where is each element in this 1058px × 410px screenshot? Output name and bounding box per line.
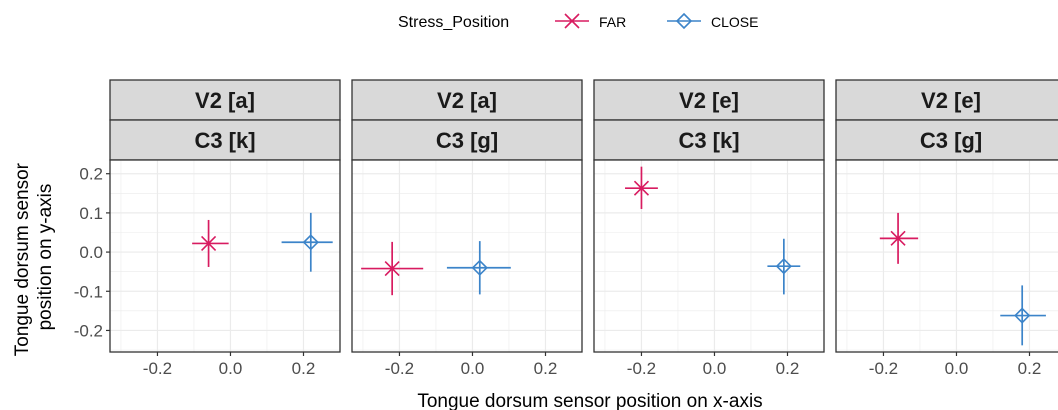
strip-top-box	[351, 79, 583, 121]
gridlines	[110, 160, 341, 352]
plot-background	[352, 160, 582, 352]
x-tick-label: -0.2	[627, 359, 656, 378]
y-tick-label: 0.1	[79, 204, 103, 223]
legend-label: CLOSE	[711, 14, 758, 30]
point-close	[281, 212, 333, 272]
strip-bottom-box	[835, 119, 1058, 161]
point-marker	[471, 259, 488, 276]
x-tick-label: -0.2	[869, 359, 898, 378]
y-tick-label: -0.2	[74, 321, 103, 340]
legend-key-marker	[675, 12, 693, 30]
panel-3: V2 [e] C3 [k] -0.2 0.0 0.2	[593, 79, 825, 378]
point-close	[446, 241, 511, 295]
panel-2: V2 [a] C3 [g] -0.2 0.0 0.2	[351, 79, 583, 378]
panel-border	[351, 159, 583, 353]
point-far	[879, 212, 919, 264]
point-marker	[302, 234, 319, 251]
plot-background	[110, 160, 340, 352]
legend-key-marker	[564, 13, 580, 29]
x-tick-label: 0.0	[219, 359, 243, 378]
strip-top-box	[835, 79, 1058, 121]
y-tick-label: -0.1	[74, 282, 103, 301]
point-far	[361, 241, 424, 296]
point-marker	[890, 230, 906, 246]
y-tick-label: 0.2	[79, 165, 103, 184]
x-tick-label: 0.2	[776, 359, 800, 378]
strip-bottom-label: C3 [g]	[436, 128, 498, 153]
panels: V2 [a] C3 [k] -0.2 0.0 0.2 V2 [a] C3 [g] -0.2 0.…	[109, 79, 1058, 378]
point-close	[767, 238, 801, 295]
x-tick-label: 0.2	[292, 359, 316, 378]
x-tick-label: -0.2	[385, 359, 414, 378]
legend-entry-close: CLOSE	[667, 12, 758, 30]
point-far	[192, 219, 229, 267]
panel-border	[593, 159, 825, 353]
plot-background	[594, 160, 824, 352]
panel-4: V2 [e] C3 [g] -0.2 0.0 0.2	[835, 79, 1058, 378]
gridlines	[352, 160, 583, 352]
y-axis-title-line-1: Tongue dorsum sensor	[12, 162, 33, 356]
panel-border	[109, 159, 341, 353]
y-tick-label: 0.0	[79, 243, 103, 262]
x-tick-label: 0.2	[1018, 359, 1042, 378]
y-axis-title-line-2: position on y-axis	[35, 184, 56, 331]
point-close	[1000, 285, 1046, 346]
x-tick-label: -0.2	[143, 359, 172, 378]
legend-title: Stress_Position	[398, 14, 509, 31]
panel-border	[835, 159, 1058, 353]
x-tick-label: 0.0	[461, 359, 485, 378]
plot-background	[836, 160, 1058, 352]
strip-top-box	[109, 79, 341, 121]
strip-bottom-label: C3 [k]	[194, 128, 255, 153]
panel-1: V2 [a] C3 [k] -0.2 0.0 0.2	[109, 79, 341, 378]
point-marker	[775, 258, 792, 275]
strip-top-label: V2 [e]	[921, 88, 981, 113]
point-marker	[1014, 307, 1031, 324]
x-axis-title: Tongue dorsum sensor position on x-axis	[417, 391, 762, 410]
x-tick-label: 0.0	[703, 359, 727, 378]
strip-top-label: V2 [a]	[195, 88, 255, 113]
point-marker	[384, 260, 400, 277]
y-axis: -0.2 -0.1 0.0 0.1 0.2	[74, 165, 110, 340]
point-marker	[633, 180, 650, 196]
legend-label: FAR	[599, 14, 626, 30]
x-tick-label: 0.2	[534, 359, 558, 378]
legend-entry-far: FAR	[555, 13, 626, 30]
y-axis-title: Tongue dorsum sensor position on y-axis	[12, 158, 56, 357]
strip-top-label: V2 [e]	[679, 88, 739, 113]
gridlines	[836, 160, 1058, 352]
point-far	[625, 166, 658, 209]
point-marker	[201, 235, 217, 252]
strip-top-box	[593, 79, 825, 121]
strip-bottom-label: C3 [k]	[678, 128, 739, 153]
strip-top-label: V2 [a]	[437, 88, 497, 113]
strip-bottom-label: C3 [g]	[920, 128, 982, 153]
x-tick-label: 0.0	[945, 359, 969, 378]
legend: Stress_Position FAR CLOSE	[398, 12, 758, 31]
